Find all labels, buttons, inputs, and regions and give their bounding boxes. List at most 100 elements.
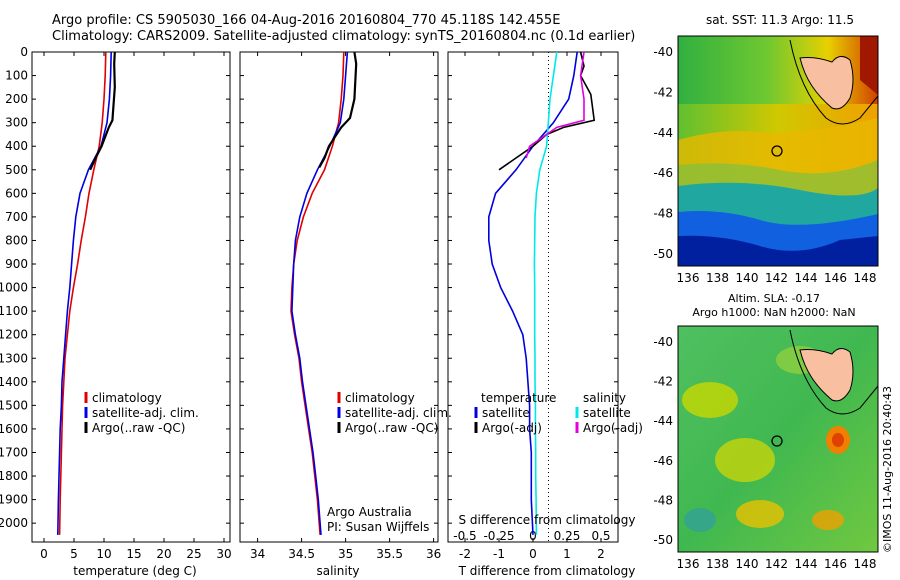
sst-map: sat. SST: 11.3 Argo: 11.5 -40 -42 -44 -46 -4… [653,13,879,285]
lat-tick-label: -40 [653,45,673,59]
header-line-1: Argo profile: CS 5905030_166 04-Aug-2016… [52,13,561,28]
x-tick-label: 0 [40,547,48,561]
series-line-satellite-adj-clim- [291,51,349,535]
series-line-climatology [58,51,107,535]
temperature-axes [31,51,231,543]
x-tick-label: 35 [338,547,353,561]
series-line-argo-adj- [498,51,596,171]
depth-tick-label: 1900 [0,493,28,507]
x-tick-label: 35.5 [376,547,403,561]
legend-t-satellite: satellite [482,406,530,420]
header-line-2: Climatology: CARS2009. Satellite-adjuste… [52,29,636,44]
imos-stamp: ©IMOS 11-Aug-2016 20:40:43 [881,386,894,553]
lat-tick-label: -46 [653,454,673,468]
x-tick-label: 0 [529,547,537,561]
depth-tick-labels: 0 100 200 300 400 500 600 700 800 900 1000 1100 1200… [0,45,28,530]
lon-tick-label: 148 [854,557,877,571]
s-tick-label: 0.25 [554,529,581,543]
s-tick-label: -0.5 [453,529,476,543]
lat-tick-label: -44 [653,414,673,428]
x-tick-label: 20 [156,547,171,561]
legend-temperature-title: temperature [481,391,556,405]
temperature-xlabel: temperature (deg C) [73,564,196,578]
lon-tick-label: 138 [706,557,729,571]
depth-tick-label: 1200 [0,328,28,342]
lon-tick-label: 142 [765,271,788,285]
lon-tick-label: 144 [795,557,818,571]
sst-map-title: sat. SST: 11.3 Argo: 11.5 [706,13,854,27]
depth-tick-label: 400 [5,139,28,153]
lon-tick-label: 146 [824,271,847,285]
salinity-xlabel: salinity [316,564,359,578]
depth-tick-label: 0 [20,45,28,59]
difference-legend: temperature salinity satellite Argo(-adj… [474,391,643,435]
x-tick-label: 34.5 [288,547,315,561]
legend-salinity-title: salinity [583,391,626,405]
depth-tick-label: 700 [5,210,28,224]
depth-tick-label: 1800 [0,469,28,483]
depth-tick-label: 1000 [0,281,28,295]
x-tick-label: 10 [96,547,111,561]
series-line-satellite [488,51,578,535]
lat-tick-label: -44 [653,126,673,140]
lat-tick-label: -50 [653,247,673,261]
lat-tick-label: -48 [653,493,673,507]
lat-tick-label: -42 [653,85,673,99]
depth-tick-label: 2000 [0,516,28,530]
depth-tick-label: 500 [5,163,28,177]
series-line-argo-raw-qc- [318,51,358,168]
x-tick-label: -1 [493,547,505,561]
x-tick-label: 5 [70,547,78,561]
depth-tick-label: 1400 [0,375,28,389]
x-tick-label: -2 [459,547,471,561]
x-tick-label: 36 [426,547,441,561]
lon-tick-label: 144 [795,271,818,285]
sla-title-2: Argo h1000: NaN h2000: NaN [692,306,855,319]
lon-tick-label: 140 [736,557,759,571]
depth-tick-label: 800 [5,233,28,247]
lat-tick-label: -50 [653,533,673,547]
depth-tick-label: 1300 [0,351,28,365]
x-tick-label: 15 [126,547,141,561]
legend-s-argo: Argo(-adj) [583,421,643,435]
sla-title-1: Altim. SLA: -0.17 [728,292,820,305]
t-difference-tick-labels: -2 -1 0 1 2 [459,547,605,561]
salinity-legend: climatology satellite-adj. clim. Argo(..… [327,391,452,534]
lon-tick-label: 138 [706,271,729,285]
lat-tick-label: -46 [653,166,673,180]
salinity-tick-labels: 34 34.5 35 35.5 36 [250,547,441,561]
lon-tick-label: 136 [677,271,700,285]
depth-tick-label: 1600 [0,422,28,436]
depth-tick-label: 1500 [0,398,28,412]
temperature-tick-labels: 0 5 10 15 20 25 30 [40,547,231,561]
legend-t-argo: Argo(-adj) [482,421,542,435]
sal-legend-argo: Argo(..raw -QC) [345,421,438,435]
s-tick-label: 0.5 [591,529,610,543]
x-tick-label: 2 [597,547,605,561]
sla-map: Altim. SLA: -0.17 Argo h1000: NaN h2000:… [653,292,879,571]
series-line-satellite-adj-clim- [57,51,112,535]
depth-tick-label: 300 [5,116,28,130]
lat-tick-label: -42 [653,375,673,389]
legend-s-satellite: satellite [583,406,631,420]
series-line-argo-adj- [525,51,585,159]
depth-tick-label: 1700 [0,445,28,459]
depth-tick-label: 900 [5,257,28,271]
lon-tick-label: 146 [824,557,847,571]
temp-legend-sat: satellite-adj. clim. [92,406,199,420]
sal-legend-sat: satellite-adj. clim. [345,406,452,420]
x-tick-label: 25 [186,547,201,561]
series-line-climatology [290,51,345,535]
lat-tick-label: -48 [653,207,673,221]
x-tick-label: 1 [563,547,571,561]
credit-line-2: PI: Susan Wijffels [327,520,429,534]
argo-location-marker-sst [771,145,783,157]
sal-legend-clim: climatology [345,391,415,405]
depth-tick-label: 600 [5,186,28,200]
s-difference-tick-labels: -0.5 -0.25 0 0.25 0.5 [453,529,610,543]
x-tick-label: 30 [216,547,231,561]
s-tick-label: 0 [529,529,537,543]
temperature-legend: climatology satellite-adj. clim. Argo(..… [84,391,199,435]
profile-series [57,51,596,535]
